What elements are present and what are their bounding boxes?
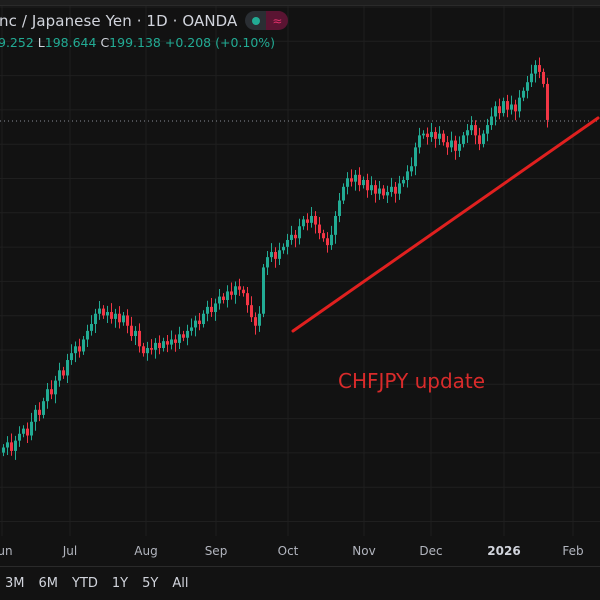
top-border <box>0 0 600 6</box>
change-value: +0.208 (+0.10%) <box>164 35 276 50</box>
range-5y-button[interactable]: 5Y <box>142 576 159 591</box>
time-label: Sep <box>204 544 228 558</box>
range-6m-button[interactable]: 6M <box>38 576 59 591</box>
range-all-button[interactable]: All <box>172 576 189 591</box>
time-label: Feb <box>562 544 584 558</box>
time-label: Jul <box>62 544 78 558</box>
time-label: Nov <box>352 544 376 558</box>
annotation-text[interactable]: CHFJPY update <box>338 369 486 393</box>
range-ytd-button[interactable]: YTD <box>72 576 98 591</box>
high-value: 9.252 <box>0 35 34 50</box>
time-label: Dec <box>419 544 443 558</box>
time-label: Aug <box>134 544 158 558</box>
range-toolbar: 3M 6M YTD 1Y 5Y All <box>0 567 600 600</box>
symbol-title[interactable]: nc / Japanese Yen · 1D · OANDA <box>0 11 238 30</box>
time-axis[interactable]: un Jul Aug Sep Oct Nov Dec 2026 Feb <box>0 537 600 566</box>
low-value: 198.644 <box>44 35 97 50</box>
range-1y-button[interactable]: 1Y <box>111 576 129 591</box>
ohlc-values: 9.252 L198.644 C199.138 +0.208 (+0.10%) <box>0 35 276 50</box>
divider <box>0 566 600 567</box>
trendline[interactable] <box>291 116 600 333</box>
close-value: 199.138 <box>109 35 161 50</box>
market-open-dot-icon <box>251 16 260 25</box>
time-label: Oct <box>277 544 299 558</box>
grid-lines <box>0 6 600 536</box>
range-3m-button[interactable]: 3M <box>5 576 25 591</box>
time-label: un <box>0 544 13 558</box>
candlestick-chart[interactable] <box>0 6 600 536</box>
candles <box>2 57 549 460</box>
approx-icon: ≈ <box>272 13 283 28</box>
market-status-badge[interactable]: ≈ <box>245 11 289 30</box>
time-label: 2026 <box>487 544 521 558</box>
